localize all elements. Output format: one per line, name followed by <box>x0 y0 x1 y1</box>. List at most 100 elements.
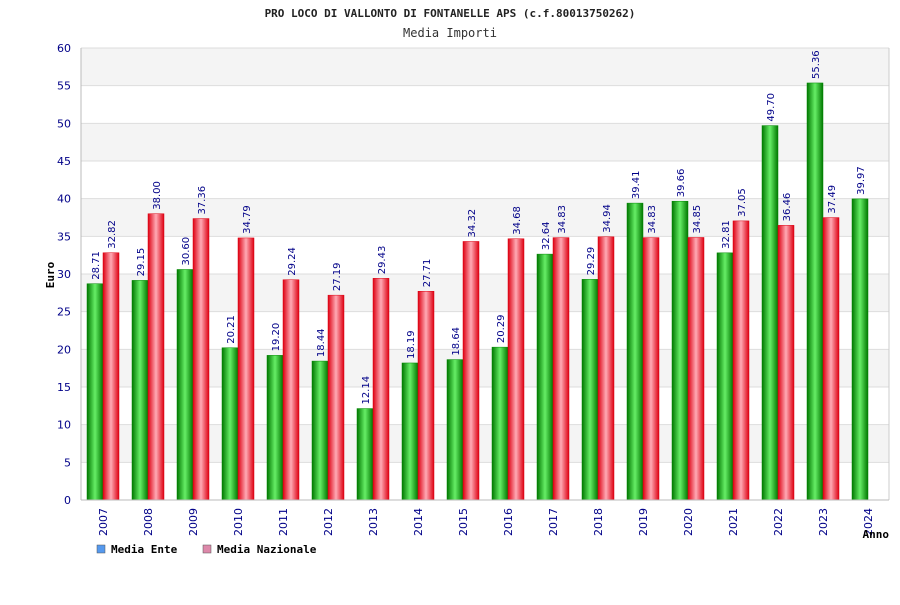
grid-band <box>81 424 889 463</box>
bar-media-nazionale <box>102 252 120 501</box>
y-tick-label: 0 <box>64 494 71 507</box>
bar-value-label: 34.94 <box>602 204 613 233</box>
bar-media-nazionale <box>777 225 795 501</box>
legend-swatch <box>202 544 212 554</box>
bar-media-ente <box>131 280 149 501</box>
x-tick-label: 2020 <box>682 508 695 536</box>
bar-media-nazionale <box>372 278 390 501</box>
x-tick-label: 2023 <box>817 508 830 536</box>
bar-value-label: 38.00 <box>152 181 163 210</box>
y-axis-label: Euro <box>44 261 57 288</box>
bar-media-ente <box>446 359 464 501</box>
bar-value-label: 30.60 <box>181 237 192 266</box>
y-tick-label: 40 <box>57 193 71 206</box>
x-tick-label: 2015 <box>457 508 470 536</box>
bar-value-label: 36.46 <box>782 193 793 222</box>
bar-value-label: 27.71 <box>422 259 433 288</box>
chart-subtitle: Media Importi <box>403 26 497 40</box>
y-tick-label: 5 <box>64 456 71 469</box>
bar-value-label: 12.14 <box>361 376 372 405</box>
legend-label: Media Nazionale <box>217 543 317 556</box>
bar-value-label: 27.19 <box>332 263 343 292</box>
bar-media-nazionale <box>552 237 570 501</box>
grid-band <box>81 198 889 237</box>
x-tick-label: 2022 <box>772 508 785 536</box>
bar-value-label: 34.79 <box>242 205 253 234</box>
x-tick-label: 2013 <box>367 508 380 536</box>
y-tick-label: 15 <box>57 381 71 394</box>
bar-media-ente <box>401 362 419 501</box>
bar-media-nazionale <box>147 213 165 501</box>
bar-media-nazionale <box>462 241 480 501</box>
bar-value-label: 37.49 <box>827 185 838 214</box>
legend-label: Media Ente <box>111 543 178 556</box>
bar-media-ente <box>221 347 239 501</box>
bar-value-label: 32.81 <box>721 220 732 249</box>
bars-group: 28.71 32.82 29.15 38.00 30.60 37.36 20.21 34.79… <box>86 50 869 501</box>
bar-media-nazionale <box>597 236 615 501</box>
bar-value-label: 32.64 <box>541 221 552 250</box>
x-tick-label: 2007 <box>97 508 110 536</box>
bar-media-ente <box>266 355 284 501</box>
bar-value-label: 49.70 <box>766 93 777 122</box>
bar-value-label: 37.05 <box>737 188 748 217</box>
bar-value-label: 34.83 <box>647 205 658 234</box>
bar-value-label: 29.24 <box>287 247 298 276</box>
bar-value-label: 18.64 <box>451 327 462 356</box>
bar-value-label: 29.43 <box>377 246 388 275</box>
x-axis-label: Anno <box>863 528 890 541</box>
bar-media-ente <box>806 82 824 501</box>
grid-band <box>81 274 889 312</box>
bar-media-nazionale <box>642 237 660 501</box>
y-tick-label: 60 <box>57 42 71 55</box>
grid-band <box>81 48 889 86</box>
y-tick-label: 30 <box>57 268 71 281</box>
bar-value-label: 37.36 <box>197 186 208 215</box>
x-tick-label: 2019 <box>637 508 650 536</box>
plot-background <box>81 47 890 501</box>
x-axis: 2007 2008 2009 2010 2011 2012 2013 2014 2015 2016… <box>81 499 889 536</box>
bar-value-label: 39.97 <box>856 166 867 195</box>
x-tick-label: 2018 <box>592 508 605 536</box>
bar-media-nazionale <box>237 237 255 501</box>
bar-media-ente <box>86 283 104 501</box>
x-tick-label: 2021 <box>727 508 740 536</box>
bar-value-label: 18.19 <box>406 330 417 359</box>
bar-value-label: 39.66 <box>676 169 687 198</box>
x-tick-label: 2014 <box>412 508 425 536</box>
x-tick-label: 2011 <box>277 508 290 536</box>
bar-media-nazionale <box>192 218 210 501</box>
bar-media-ente <box>626 202 644 501</box>
y-tick-label: 50 <box>57 117 71 130</box>
bar-media-nazionale <box>822 217 840 501</box>
bar-media-ente <box>581 279 599 501</box>
y-tick-label: 25 <box>57 306 71 319</box>
bar-media-nazionale <box>417 291 435 501</box>
bar-value-label: 29.15 <box>136 248 147 277</box>
bar-media-ente <box>851 198 869 501</box>
x-tick-label: 2010 <box>232 508 245 536</box>
bar-value-label: 34.68 <box>512 206 523 235</box>
bar-value-label: 39.41 <box>631 170 642 199</box>
bar-media-nazionale <box>507 238 525 501</box>
bar-media-ente <box>311 360 329 501</box>
bar-value-label: 29.29 <box>586 247 597 276</box>
grid-band <box>81 123 889 161</box>
y-tick-label: 55 <box>57 80 71 93</box>
x-tick-label: 2012 <box>322 508 335 536</box>
bar-media-ente <box>491 346 509 501</box>
x-tick-label: 2009 <box>187 508 200 536</box>
legend: Media Ente Media Nazionale <box>96 543 317 556</box>
grid-band <box>81 349 889 387</box>
bar-media-ente <box>761 125 779 501</box>
y-tick-label: 45 <box>57 155 71 168</box>
x-tick-label: 2017 <box>547 508 560 536</box>
y-tick-label: 35 <box>57 230 71 243</box>
bar-value-label: 20.21 <box>226 315 237 344</box>
bar-value-label: 34.32 <box>467 209 478 238</box>
bar-value-label: 20.29 <box>496 315 507 344</box>
bar-media-nazionale <box>282 279 300 501</box>
bar-media-ente <box>536 253 554 501</box>
bar-value-label: 55.36 <box>811 50 822 79</box>
